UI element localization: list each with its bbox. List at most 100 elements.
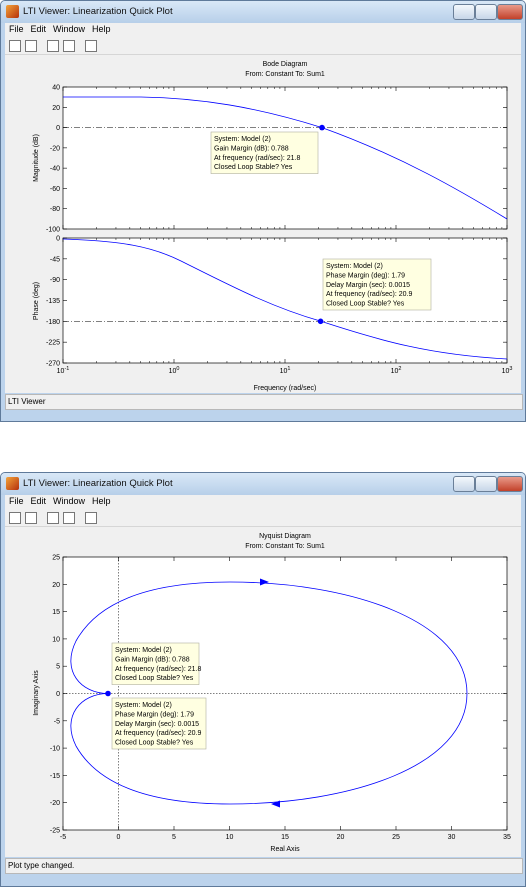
- y-axis-label: Imaginary Axis: [33, 670, 40, 716]
- datatip-line: Closed Loop Stable? Yes: [326, 301, 405, 308]
- menu-item[interactable]: File: [9, 496, 24, 506]
- datatip-line: Phase Margin (deg): 1.79: [326, 272, 405, 279]
- datatip-line: Closed Loop Stable? Yes: [115, 740, 194, 747]
- direction-arrow: [271, 800, 280, 808]
- y-tick-label: -5: [54, 718, 60, 725]
- direction-arrow: [260, 578, 269, 586]
- x-tick-label: 102: [391, 366, 402, 375]
- window-title: LTI Viewer: Linearization Quick Plot: [23, 478, 173, 489]
- datatip-line: System: Model (2): [115, 647, 172, 654]
- window-button[interactable]: [475, 4, 497, 20]
- menu-item[interactable]: Window: [53, 24, 86, 34]
- axes: [62, 237, 508, 364]
- y-tick-label: 0: [56, 236, 60, 243]
- y-tick-label: 10: [52, 636, 60, 643]
- margin-marker: [319, 124, 325, 131]
- menu-bar: File Edit Window Help: [5, 495, 521, 509]
- y-tick-label: -20: [50, 800, 60, 807]
- toolbar-button[interactable]: [47, 40, 59, 52]
- x-tick-label: 35: [503, 834, 511, 841]
- x-tick-label: -5: [60, 834, 66, 841]
- tick-exponent: -1: [64, 366, 69, 372]
- status-bar: Plot type changed.: [5, 858, 523, 874]
- y-tick-label: 0: [56, 125, 60, 132]
- y-tick-label: -60: [50, 186, 60, 193]
- y-tick-label: -20: [50, 145, 60, 152]
- tick-base: 10: [57, 368, 65, 375]
- app-icon: [6, 477, 19, 490]
- y-tick-label: -25: [50, 828, 60, 835]
- plot-canvas: Nyquist Diagram From: Constant To: Sum1 25…: [5, 526, 521, 857]
- y-axis-label: Phase (deg): [33, 282, 40, 320]
- datatip-line: At frequency (rad/sec): 20.9: [326, 291, 412, 298]
- datatip-line: At frequency (rad/sec): 21.8: [214, 155, 300, 162]
- toolbar-button[interactable]: [85, 40, 97, 52]
- menu-item[interactable]: Edit: [30, 24, 47, 34]
- datatip-line: At frequency (rad/sec): 20.9: [115, 730, 201, 737]
- status-bar: LTI Viewer: [5, 394, 523, 410]
- tick-exponent: 3: [509, 366, 512, 372]
- menu-item[interactable]: File: [9, 24, 24, 34]
- menu-item[interactable]: Help: [92, 496, 111, 506]
- datatip: [322, 258, 432, 311]
- plot-subtitle: From: Constant To: Sum1: [245, 71, 325, 78]
- title-bar: LTI Viewer: Linearization Quick Plot: [1, 473, 525, 495]
- menu-bar: File Edit Window Help: [5, 23, 521, 37]
- y-tick-label: -80: [50, 206, 60, 213]
- window-button[interactable]: [475, 476, 497, 492]
- title-bar: LTI Viewer: Linearization Quick Plot: [1, 1, 525, 23]
- x-tick-label: 5: [172, 834, 176, 841]
- y-tick-label: 20: [52, 105, 60, 112]
- toolbar-button[interactable]: [9, 40, 21, 52]
- window-button[interactable]: [497, 4, 523, 20]
- tick-exponent: 1: [287, 366, 290, 372]
- datatip-line: Delay Margin (sec): 0.0015: [326, 282, 410, 289]
- x-tick-label: 15: [281, 834, 289, 841]
- toolbar-button[interactable]: [63, 512, 75, 524]
- datatip-line: At frequency (rad/sec): 21.8: [115, 666, 201, 673]
- y-tick-label: -45: [50, 256, 60, 263]
- y-tick-label: -10: [50, 746, 60, 753]
- toolbar-button[interactable]: [25, 40, 37, 52]
- tick-base: 10: [391, 368, 399, 375]
- tick-base: 10: [280, 368, 288, 375]
- y-tick-label: -40: [50, 166, 60, 173]
- toolbar-button[interactable]: [47, 512, 59, 524]
- menu-item[interactable]: Window: [53, 496, 86, 506]
- y-tick-label: -100: [46, 227, 60, 234]
- datatip: [111, 642, 200, 685]
- datatip-line: Phase Margin (deg): 1.79: [115, 711, 194, 718]
- toolbar-button[interactable]: [25, 512, 37, 524]
- x-tick-label: 20: [337, 834, 345, 841]
- window-button[interactable]: [453, 4, 475, 20]
- y-tick-label: 25: [52, 555, 60, 562]
- window-button[interactable]: [497, 476, 523, 492]
- response-curve: [70, 581, 468, 805]
- datatip-line: Gain Margin (dB): 0.788: [115, 656, 190, 663]
- x-tick-label: 10: [226, 834, 234, 841]
- margin-marker: [105, 690, 111, 697]
- y-tick-label: -90: [50, 277, 60, 284]
- datatip-line: System: Model (2): [326, 263, 383, 270]
- window-button[interactable]: [453, 476, 475, 492]
- toolbar-button[interactable]: [63, 40, 75, 52]
- datatip-line: Delay Margin (sec): 0.0015: [115, 721, 199, 728]
- y-tick-label: 20: [52, 582, 60, 589]
- window: Nyquist Diagram From: Constant To: Sum1 25…: [0, 472, 526, 887]
- plot-title: Bode Diagram: [263, 61, 308, 68]
- y-tick-label: 0: [56, 691, 60, 698]
- window: Bode Diagram From: Constant To: Sum1 40 20 0…: [0, 0, 526, 422]
- toolbar-button[interactable]: [85, 512, 97, 524]
- x-tick-label: 100: [169, 366, 180, 375]
- menu-item[interactable]: Edit: [30, 496, 47, 506]
- toolbar-button[interactable]: [9, 512, 21, 524]
- tick-base: 10: [502, 368, 510, 375]
- y-tick-label: 15: [52, 609, 60, 616]
- tick-exponent: 0: [176, 366, 179, 372]
- tick-exponent: 2: [398, 366, 401, 372]
- datatip-line: Gain Margin (dB): 0.788: [214, 145, 289, 152]
- menu-item[interactable]: Help: [92, 24, 111, 34]
- y-tick-label: -180: [46, 319, 60, 326]
